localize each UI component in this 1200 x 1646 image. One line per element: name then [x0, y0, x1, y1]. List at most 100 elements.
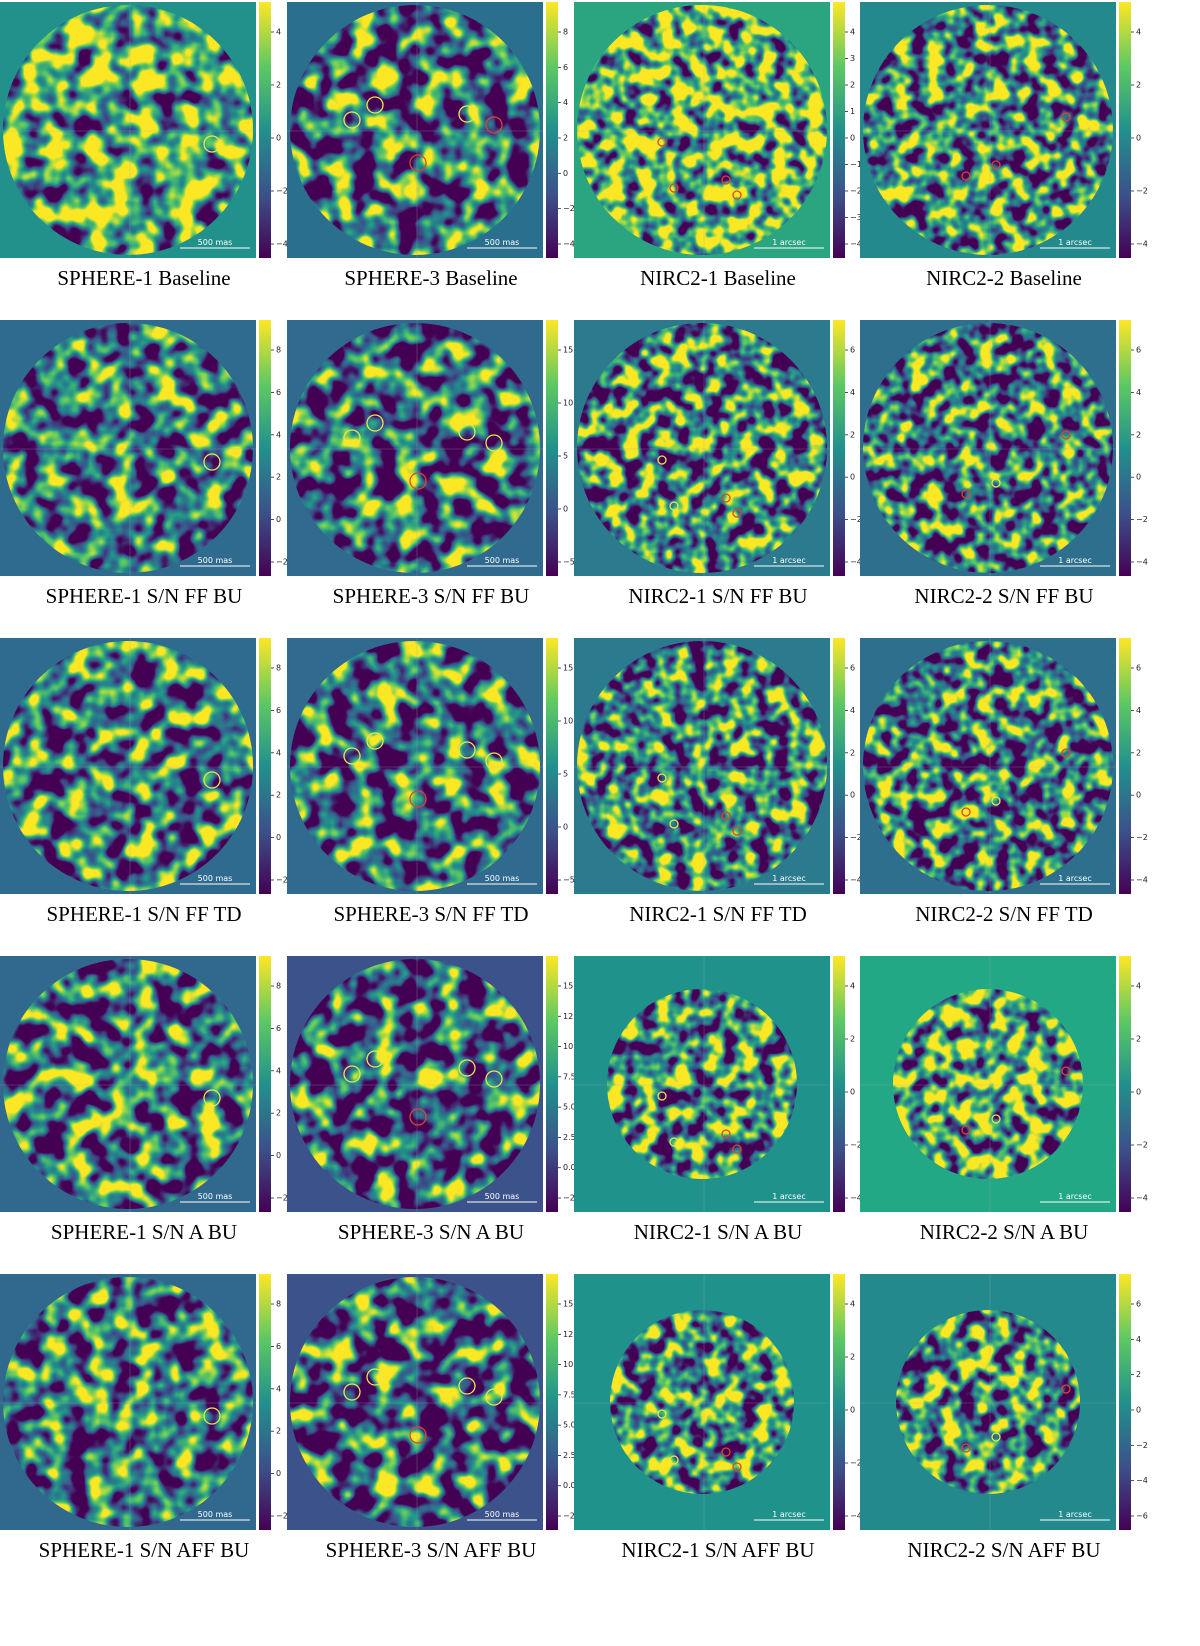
- noise-map: [3, 5, 253, 255]
- colorbar-tick-label: 3: [850, 54, 855, 63]
- marker: [458, 741, 476, 759]
- caption: SPHERE-3 S/N FF BU: [333, 584, 530, 608]
- colorbar: [546, 320, 558, 576]
- colorbar-tick-label: 0: [276, 134, 281, 143]
- marker: [409, 154, 427, 172]
- colorbar-tick-label: 6: [276, 706, 281, 715]
- caption: SPHERE-1 Baseline: [57, 266, 230, 290]
- panel: 1 arcsec 4 2 0 −2 −4 NIRC2-2 Baseline: [860, 2, 1148, 290]
- marker: [669, 1455, 679, 1465]
- image-disk: [3, 959, 253, 1209]
- marker: [458, 1377, 476, 1395]
- marker: [1061, 748, 1071, 758]
- colorbar-tick-label: −2: [1136, 833, 1148, 842]
- colorbar-tick-label: 0: [850, 1406, 855, 1415]
- colorbar-tick-label: 2: [276, 1109, 281, 1118]
- colorbar-tick-label: −3: [850, 213, 862, 222]
- colorbar-tick-label: −4: [850, 1512, 862, 1521]
- caption: NIRC2-1 Baseline: [640, 266, 796, 290]
- marker: [366, 732, 384, 750]
- colorbar-tick-label: −2.5: [563, 1194, 582, 1203]
- colorbar: [259, 1274, 271, 1530]
- marker: [1061, 1066, 1071, 1076]
- noise-map: [3, 959, 253, 1209]
- colorbar-tick-label: 0: [563, 505, 568, 514]
- colorbar-tick-label: 8: [276, 346, 281, 355]
- colorbar-tick-label: 2: [276, 81, 281, 90]
- panel: 1 arcsec 4 2 0 −2 −4 NIRC2-1 S/N AFF BU: [574, 1274, 862, 1562]
- image-disk: [290, 323, 540, 573]
- colorbar-tick-label: −4: [850, 240, 862, 249]
- noise-map: [863, 641, 1113, 891]
- colorbar-tick-label: 2: [850, 81, 855, 90]
- image-disk: [610, 1310, 794, 1494]
- image-disk: [3, 1277, 253, 1527]
- colorbar: [833, 320, 845, 576]
- scale-label: 1 arcsec: [1058, 556, 1092, 565]
- marker: [203, 1089, 221, 1107]
- marker: [961, 1443, 971, 1453]
- colorbar-tick-label: 6: [276, 1342, 281, 1351]
- colorbar-tick-label: −2: [276, 1512, 288, 1521]
- noise-map: [577, 5, 827, 255]
- marker: [485, 116, 503, 134]
- noise-map: [3, 641, 253, 891]
- colorbar-tick-label: 10: [563, 717, 573, 726]
- colorbar: [546, 2, 558, 258]
- noise-map: [290, 641, 540, 891]
- colorbar-tick-label: 8: [276, 982, 281, 991]
- colorbar-tick-label: 8: [276, 664, 281, 673]
- image-disk: [3, 323, 253, 573]
- scale-label: 500 mas: [485, 1510, 520, 1519]
- noise-map: [3, 323, 253, 573]
- colorbar-tick-label: 0: [1136, 791, 1141, 800]
- noise-map: [577, 323, 827, 573]
- colorbar-tick-label: −4: [276, 240, 288, 249]
- marker: [366, 414, 384, 432]
- noise-map: [893, 989, 1083, 1179]
- colorbar-tick-label: −2.5: [563, 1512, 582, 1521]
- colorbar-tick-label: −6: [1136, 1512, 1148, 1521]
- scale-label: 500 mas: [485, 556, 520, 565]
- colorbar-tick-label: −2: [276, 1194, 288, 1203]
- marker: [961, 1125, 971, 1135]
- panel: 500 mas 15 10 5 0 −5 SPHERE-3 S/N FF BU: [287, 320, 575, 608]
- colorbar: [833, 1274, 845, 1530]
- colorbar-tick-label: 0: [1136, 1406, 1141, 1415]
- image-disk: [607, 989, 797, 1179]
- colorbar-tick-label: 4: [276, 748, 281, 757]
- colorbar-tick-label: −2: [1136, 187, 1148, 196]
- colorbar-tick-label: −2: [1136, 515, 1148, 524]
- colorbar: [833, 638, 845, 894]
- image-disk: [290, 641, 540, 891]
- scale-label: 500 mas: [485, 874, 520, 883]
- colorbar-tick-label: −2: [850, 833, 862, 842]
- marker: [657, 1409, 667, 1419]
- panel: 1 arcsec 6 4 2 0 −2 −4 NIRC2-1 S/N FF BU: [574, 320, 862, 608]
- colorbar-tick-label: 4: [276, 1384, 281, 1393]
- panel: 500 mas 15 10 5 0 −5 SPHERE-3 S/N FF TD: [287, 638, 575, 926]
- noise-map: [577, 641, 827, 891]
- colorbar-tick-label: −2: [276, 876, 288, 885]
- marker: [1061, 430, 1071, 440]
- colorbar-tick-label: 10.0: [563, 1042, 581, 1051]
- marker: [721, 175, 731, 185]
- colorbar-tick-label: 2: [276, 473, 281, 482]
- scale-label: 1 arcsec: [1058, 874, 1092, 883]
- colorbar-tick-label: −2: [850, 187, 862, 196]
- marker: [991, 160, 1001, 170]
- panel: 1 arcsec 4 2 0 −2 −4 NIRC2-1 S/N A BU: [574, 956, 862, 1244]
- colorbar-tick-label: 7.5: [563, 1390, 576, 1399]
- scale-label: 1 arcsec: [772, 238, 806, 247]
- caption: NIRC2-2 S/N AFF BU: [907, 1538, 1100, 1562]
- noise-map: [610, 1310, 794, 1494]
- colorbar-tick-label: −4: [1136, 240, 1148, 249]
- marker: [485, 1388, 503, 1406]
- colorbar: [1119, 956, 1131, 1212]
- image-disk: [577, 323, 827, 573]
- colorbar-tick-label: 0: [850, 1088, 855, 1097]
- scale-label: 1 arcsec: [772, 874, 806, 883]
- colorbar: [546, 956, 558, 1212]
- panel: 1 arcsec 6 4 2 0 −2 −4 −6 NIRC2-2 S/N AFF BU: [860, 1274, 1148, 1562]
- panel: 1 arcsec 6 4 2 0 −2 −4 NIRC2-2 S/N FF TD: [860, 638, 1148, 926]
